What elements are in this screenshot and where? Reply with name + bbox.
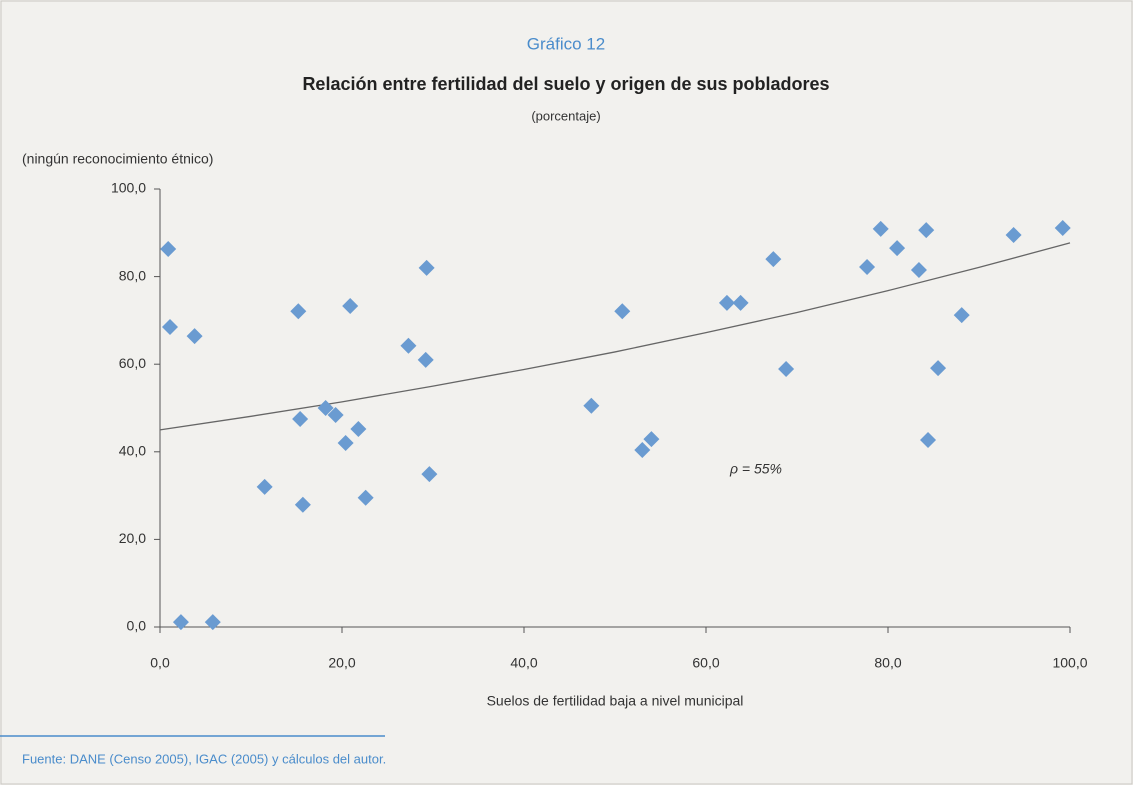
y-tick-label: 80,0 bbox=[119, 267, 146, 283]
point bbox=[294, 496, 311, 513]
point bbox=[342, 297, 359, 314]
chart-subtitle: (porcentaje) bbox=[531, 108, 600, 123]
point bbox=[317, 400, 334, 416]
point bbox=[718, 294, 735, 311]
point bbox=[930, 360, 947, 377]
y-axis-label: (ningún reconocimiento étnico) bbox=[22, 151, 213, 167]
chart-title: Relación entre fertilidad del suelo y or… bbox=[302, 74, 829, 94]
point bbox=[350, 421, 367, 438]
point bbox=[732, 294, 749, 311]
point bbox=[292, 410, 309, 427]
trend-line bbox=[159, 242, 1071, 431]
point bbox=[327, 407, 344, 424]
point bbox=[778, 361, 795, 378]
point bbox=[953, 307, 970, 324]
x-tick-label: 20,0 bbox=[328, 655, 355, 671]
point bbox=[172, 614, 189, 631]
x-tick-label: 0,0 bbox=[150, 655, 170, 671]
point bbox=[162, 318, 179, 335]
point bbox=[256, 478, 273, 495]
point bbox=[920, 431, 937, 448]
point bbox=[400, 337, 417, 354]
y-tick-label: 40,0 bbox=[119, 443, 146, 459]
point bbox=[1005, 226, 1022, 243]
point bbox=[421, 466, 438, 483]
point bbox=[634, 442, 651, 459]
point bbox=[918, 222, 935, 239]
point bbox=[859, 258, 876, 275]
point bbox=[643, 431, 660, 448]
y-tick-label: 0,0 bbox=[127, 618, 147, 634]
point bbox=[290, 303, 307, 320]
point bbox=[357, 489, 374, 506]
point bbox=[614, 303, 631, 320]
annotation: ρ = 55% bbox=[729, 461, 782, 477]
point bbox=[337, 435, 354, 452]
y-tick-label: 100,0 bbox=[111, 180, 146, 196]
point bbox=[889, 240, 906, 257]
point bbox=[910, 262, 927, 279]
point bbox=[204, 614, 221, 631]
y-tick-label: 60,0 bbox=[119, 355, 146, 371]
source: Fuente: DANE (Censo 2005), IGAC (2005) y… bbox=[22, 751, 386, 766]
point bbox=[872, 220, 889, 237]
point bbox=[186, 328, 203, 345]
x-tick-label: 60,0 bbox=[692, 655, 719, 671]
y-tick-label: 20,0 bbox=[119, 530, 146, 546]
point bbox=[765, 251, 782, 268]
point bbox=[418, 259, 435, 276]
chart-number: Gráfico 12 bbox=[527, 34, 605, 53]
point bbox=[583, 397, 600, 414]
point bbox=[1054, 219, 1071, 236]
x-tick-label: 80,0 bbox=[874, 655, 901, 671]
point bbox=[417, 351, 434, 368]
x-axis-label: Suelos de fertilidad baja a nivel munici… bbox=[487, 693, 744, 709]
x-tick-label: 40,0 bbox=[510, 655, 537, 671]
point bbox=[160, 241, 177, 258]
x-tick-label: 100,0 bbox=[1052, 655, 1087, 671]
